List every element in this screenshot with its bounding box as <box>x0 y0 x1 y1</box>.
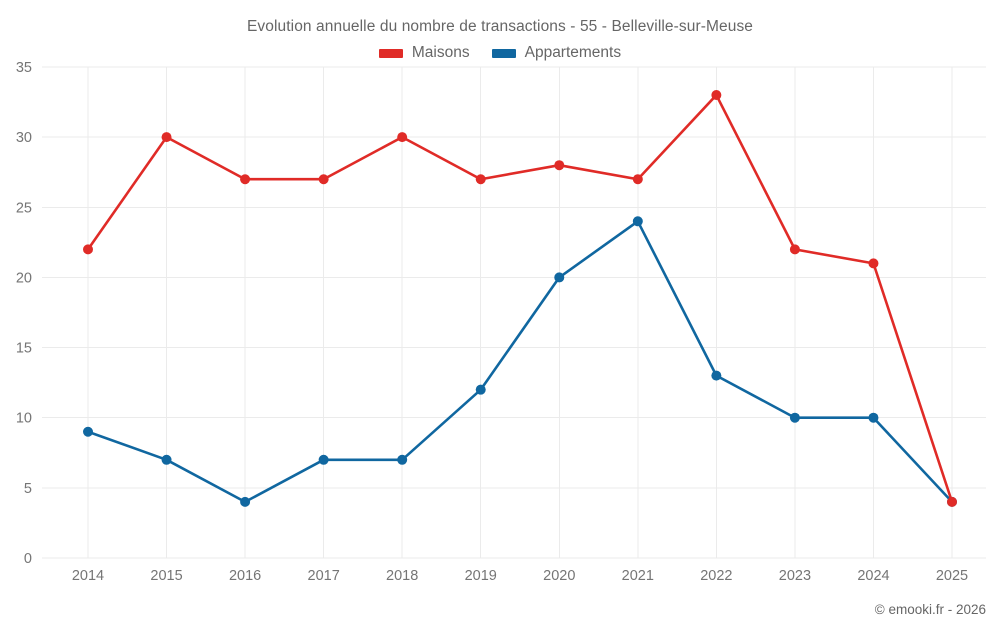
data-point[interactable] <box>240 174 251 185</box>
x-axis-tick-label: 2015 <box>150 568 182 584</box>
series-layer <box>83 90 957 507</box>
data-point[interactable] <box>789 244 800 255</box>
series-maisons <box>83 90 957 507</box>
data-point[interactable] <box>711 370 722 381</box>
copyright-credit: © emooki.fr - 2026 <box>874 602 986 617</box>
data-point[interactable] <box>868 412 879 423</box>
series-line <box>86 93 954 504</box>
y-axis-tick-label: 25 <box>16 200 32 216</box>
y-axis-tick-label: 0 <box>24 551 32 567</box>
x-axis-tick-label: 2017 <box>308 568 340 584</box>
legend-item-maisons[interactable]: Maisons <box>378 44 470 62</box>
x-axis-ticks: 2014 2015 2016 2017 2018 2019 2020 2021 2022 2023… <box>72 568 968 584</box>
data-point[interactable] <box>397 132 408 143</box>
data-point[interactable] <box>711 90 722 101</box>
data-point[interactable] <box>318 454 329 465</box>
x-axis-tick-label: 2018 <box>386 568 418 584</box>
y-axis-tick-label: 20 <box>16 270 32 286</box>
data-point[interactable] <box>632 216 643 227</box>
data-point[interactable] <box>161 454 172 465</box>
chart-legend: Maisons Appartements <box>0 44 1000 62</box>
data-point[interactable] <box>632 174 643 185</box>
legend-item-appartements[interactable]: Appartements <box>491 44 622 62</box>
legend-label-maisons: Maisons <box>411 44 470 61</box>
data-point[interactable] <box>947 496 957 507</box>
series-line <box>86 220 954 504</box>
data-point[interactable] <box>83 244 93 255</box>
y-axis-tick-label: 15 <box>16 341 32 357</box>
x-axis-tick-label: 2025 <box>936 568 968 584</box>
data-point[interactable] <box>868 258 879 269</box>
y-axis-tick-label: 35 <box>16 60 32 76</box>
grid-layer <box>42 66 986 559</box>
x-axis-tick-label: 2023 <box>779 568 811 584</box>
x-axis-tick-label: 2024 <box>857 568 889 584</box>
data-point[interactable] <box>475 174 486 185</box>
y-axis-ticks: 0 5 10 15 20 25 30 35 <box>16 60 32 567</box>
data-point[interactable] <box>397 454 408 465</box>
legend-label-appartements: Appartements <box>524 44 622 61</box>
x-axis-tick-label: 2021 <box>622 568 654 584</box>
data-point[interactable] <box>554 160 565 171</box>
x-axis-tick-label: 2022 <box>700 568 732 584</box>
series-appartements <box>83 216 957 507</box>
data-point[interactable] <box>83 426 93 437</box>
data-point[interactable] <box>161 132 172 143</box>
y-axis-tick-label: 30 <box>16 130 32 146</box>
data-point[interactable] <box>789 412 800 423</box>
data-point[interactable] <box>240 496 251 507</box>
data-point[interactable] <box>554 272 565 283</box>
x-axis-tick-label: 2020 <box>543 568 575 584</box>
x-axis-tick-label: 2016 <box>229 568 261 584</box>
x-axis-tick-label: 2014 <box>72 568 104 584</box>
legend-swatch-appartements <box>491 48 516 58</box>
data-point[interactable] <box>475 384 486 395</box>
legend-swatch-maisons <box>378 48 403 58</box>
chart-title: Evolution annuelle du nombre de transact… <box>246 18 754 35</box>
data-point[interactable] <box>318 174 329 185</box>
y-axis-tick-label: 10 <box>16 411 32 427</box>
y-axis-tick-label: 5 <box>24 481 32 497</box>
x-axis-tick-label: 2019 <box>465 568 497 584</box>
